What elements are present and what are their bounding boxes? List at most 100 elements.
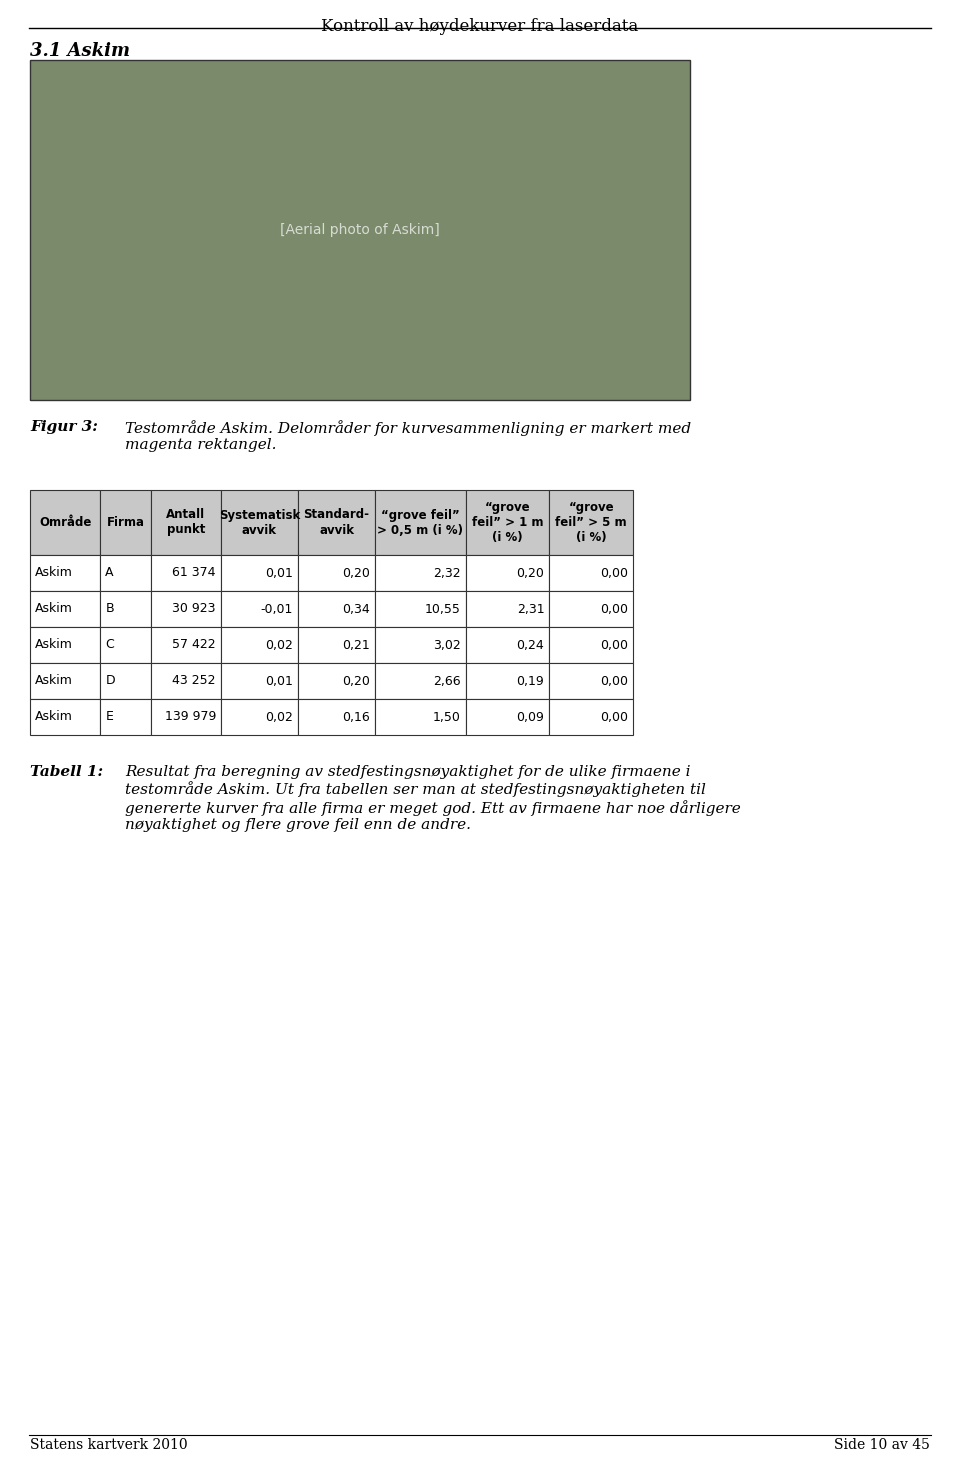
Text: 0,00: 0,00 [600, 711, 628, 724]
Bar [466, 555, 549, 592]
Text: Askim: Askim [35, 711, 73, 724]
Bar [101, 664, 151, 699]
Text: Askim: Askim [35, 639, 73, 652]
Bar [101, 699, 151, 735]
Text: 1,50: 1,50 [433, 711, 461, 724]
Text: 43 252: 43 252 [173, 674, 216, 687]
Text: 61 374: 61 374 [173, 567, 216, 580]
Text: 0,20: 0,20 [516, 567, 544, 580]
Bar [221, 664, 298, 699]
Text: A: A [106, 567, 114, 580]
Text: D: D [106, 674, 115, 687]
Text: Område: Område [39, 515, 91, 528]
Text: Askim: Askim [35, 567, 73, 580]
Bar [30, 60, 690, 399]
Bar [221, 627, 298, 664]
Text: Resultat fra beregning av stedfestingsnøyaktighet for de ulike firmaene i
testom: Resultat fra beregning av stedfestingsnø… [125, 765, 741, 832]
Bar [549, 699, 633, 735]
Bar [101, 555, 151, 592]
Text: Firma: Firma [107, 515, 144, 528]
Text: 139 979: 139 979 [164, 711, 216, 724]
Text: Askim: Askim [35, 674, 73, 687]
Bar [466, 664, 549, 699]
Bar [298, 627, 375, 664]
Text: Testområde Askim. Delområder for kurvesammenligning er markert med
magenta rekta: Testområde Askim. Delområder for kurvesa… [125, 420, 691, 452]
Bar [298, 592, 375, 627]
Bar [30, 555, 101, 592]
Text: 2,66: 2,66 [433, 674, 461, 687]
Text: 0,01: 0,01 [265, 674, 293, 687]
Text: Antall
punkt: Antall punkt [166, 508, 205, 536]
Bar [151, 592, 221, 627]
Bar [375, 490, 466, 555]
Bar [101, 627, 151, 664]
Text: 0,00: 0,00 [600, 567, 628, 580]
Text: 0,19: 0,19 [516, 674, 544, 687]
Text: 3,02: 3,02 [433, 639, 461, 652]
Bar [221, 555, 298, 592]
Bar [151, 627, 221, 664]
Text: 57 422: 57 422 [173, 639, 216, 652]
Text: Figur 3:: Figur 3: [30, 420, 98, 435]
Text: 0,00: 0,00 [600, 674, 628, 687]
Text: 0,00: 0,00 [600, 602, 628, 615]
Text: 0,21: 0,21 [343, 639, 370, 652]
Bar [151, 490, 221, 555]
Bar [151, 699, 221, 735]
Bar [30, 664, 101, 699]
Text: 0,34: 0,34 [343, 602, 370, 615]
Text: B: B [106, 602, 114, 615]
Bar [221, 699, 298, 735]
Bar [30, 592, 101, 627]
Bar [298, 490, 375, 555]
Text: 0,16: 0,16 [343, 711, 370, 724]
Text: 3.1 Askim: 3.1 Askim [30, 43, 130, 60]
Bar [375, 592, 466, 627]
Bar [151, 555, 221, 592]
Text: 30 923: 30 923 [173, 602, 216, 615]
Bar [298, 699, 375, 735]
Text: Statens kartverk 2010: Statens kartverk 2010 [30, 1439, 187, 1452]
Text: “grove
feil” > 5 m
(i %): “grove feil” > 5 m (i %) [555, 501, 627, 545]
Text: -0,01: -0,01 [260, 602, 293, 615]
Bar [221, 490, 298, 555]
Text: 2,31: 2,31 [516, 602, 544, 615]
Bar [375, 664, 466, 699]
Text: 0,09: 0,09 [516, 711, 544, 724]
Bar [549, 627, 633, 664]
Text: Standard-
avvik: Standard- avvik [303, 508, 370, 536]
Text: 0,02: 0,02 [265, 639, 293, 652]
Bar [151, 664, 221, 699]
Bar [549, 555, 633, 592]
Bar [30, 699, 101, 735]
Bar [549, 664, 633, 699]
Text: [Aerial photo of Askim]: [Aerial photo of Askim] [280, 223, 440, 236]
Text: 0,02: 0,02 [265, 711, 293, 724]
Text: “grove
feil” > 1 m
(i %): “grove feil” > 1 m (i %) [471, 501, 543, 545]
Text: 2,32: 2,32 [433, 567, 461, 580]
Text: 0,24: 0,24 [516, 639, 544, 652]
Text: Systematisk
avvik: Systematisk avvik [219, 508, 300, 536]
Bar [30, 490, 101, 555]
Text: 0,01: 0,01 [265, 567, 293, 580]
Bar [101, 490, 151, 555]
Bar [466, 490, 549, 555]
Bar [375, 699, 466, 735]
Bar [221, 592, 298, 627]
Bar [101, 592, 151, 627]
Text: Kontroll av høydekurver fra laserdata: Kontroll av høydekurver fra laserdata [322, 18, 638, 35]
Bar [549, 490, 633, 555]
Bar [466, 592, 549, 627]
Bar [298, 555, 375, 592]
Bar [549, 592, 633, 627]
Text: C: C [106, 639, 114, 652]
Text: 10,55: 10,55 [424, 602, 461, 615]
Bar [375, 555, 466, 592]
Text: 0,20: 0,20 [342, 674, 370, 687]
Text: Tabell 1:: Tabell 1: [30, 765, 103, 780]
Text: Askim: Askim [35, 602, 73, 615]
Text: “grove feil”
> 0,5 m (i %): “grove feil” > 0,5 m (i %) [377, 508, 464, 536]
Bar [30, 627, 101, 664]
Bar [466, 699, 549, 735]
Bar [375, 627, 466, 664]
